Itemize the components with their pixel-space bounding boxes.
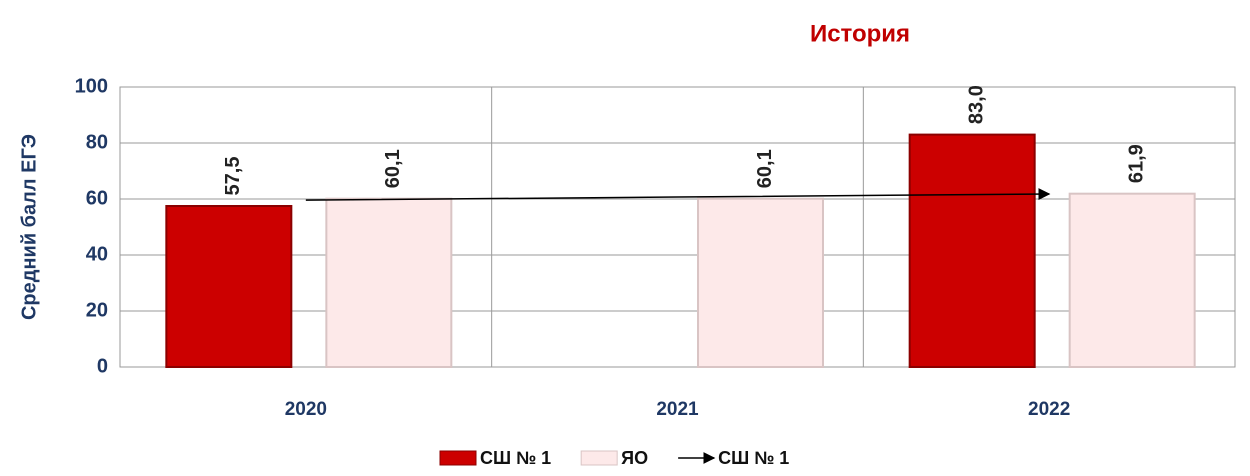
x-tick-label: 2020: [285, 399, 327, 420]
bar: [908, 133, 1036, 368]
y-axis-label: Средний балл ЕГЭ: [18, 134, 40, 320]
chart-title: История: [810, 20, 910, 47]
legend-label: СШ № 1: [718, 448, 789, 468]
legend-label: СШ № 1: [480, 448, 551, 468]
x-tick-label: 2021: [656, 399, 699, 420]
y-tick-label: 100: [75, 75, 108, 97]
legend-swatch: [439, 450, 477, 466]
value-label: 83,0: [965, 85, 987, 124]
x-tick-label: 2022: [1028, 399, 1070, 420]
bar: [697, 197, 824, 368]
y-tick-label: 80: [86, 131, 108, 153]
value-label: 60,1: [382, 149, 404, 188]
trend-line: [305, 188, 1051, 201]
y-tick-label: 0: [97, 355, 108, 377]
legend-swatch: [580, 450, 618, 466]
bar: [325, 197, 453, 368]
legend-label: ЯО: [621, 448, 648, 468]
value-label: 60,1: [754, 149, 776, 188]
y-tick-label: 40: [86, 243, 108, 265]
value-label: 61,9: [1125, 144, 1147, 183]
y-tick-label: 60: [86, 187, 108, 209]
y-tick-label: 20: [86, 299, 108, 321]
bar: [1068, 192, 1196, 368]
bar: [165, 205, 293, 368]
value-label: 57,5: [222, 157, 244, 196]
